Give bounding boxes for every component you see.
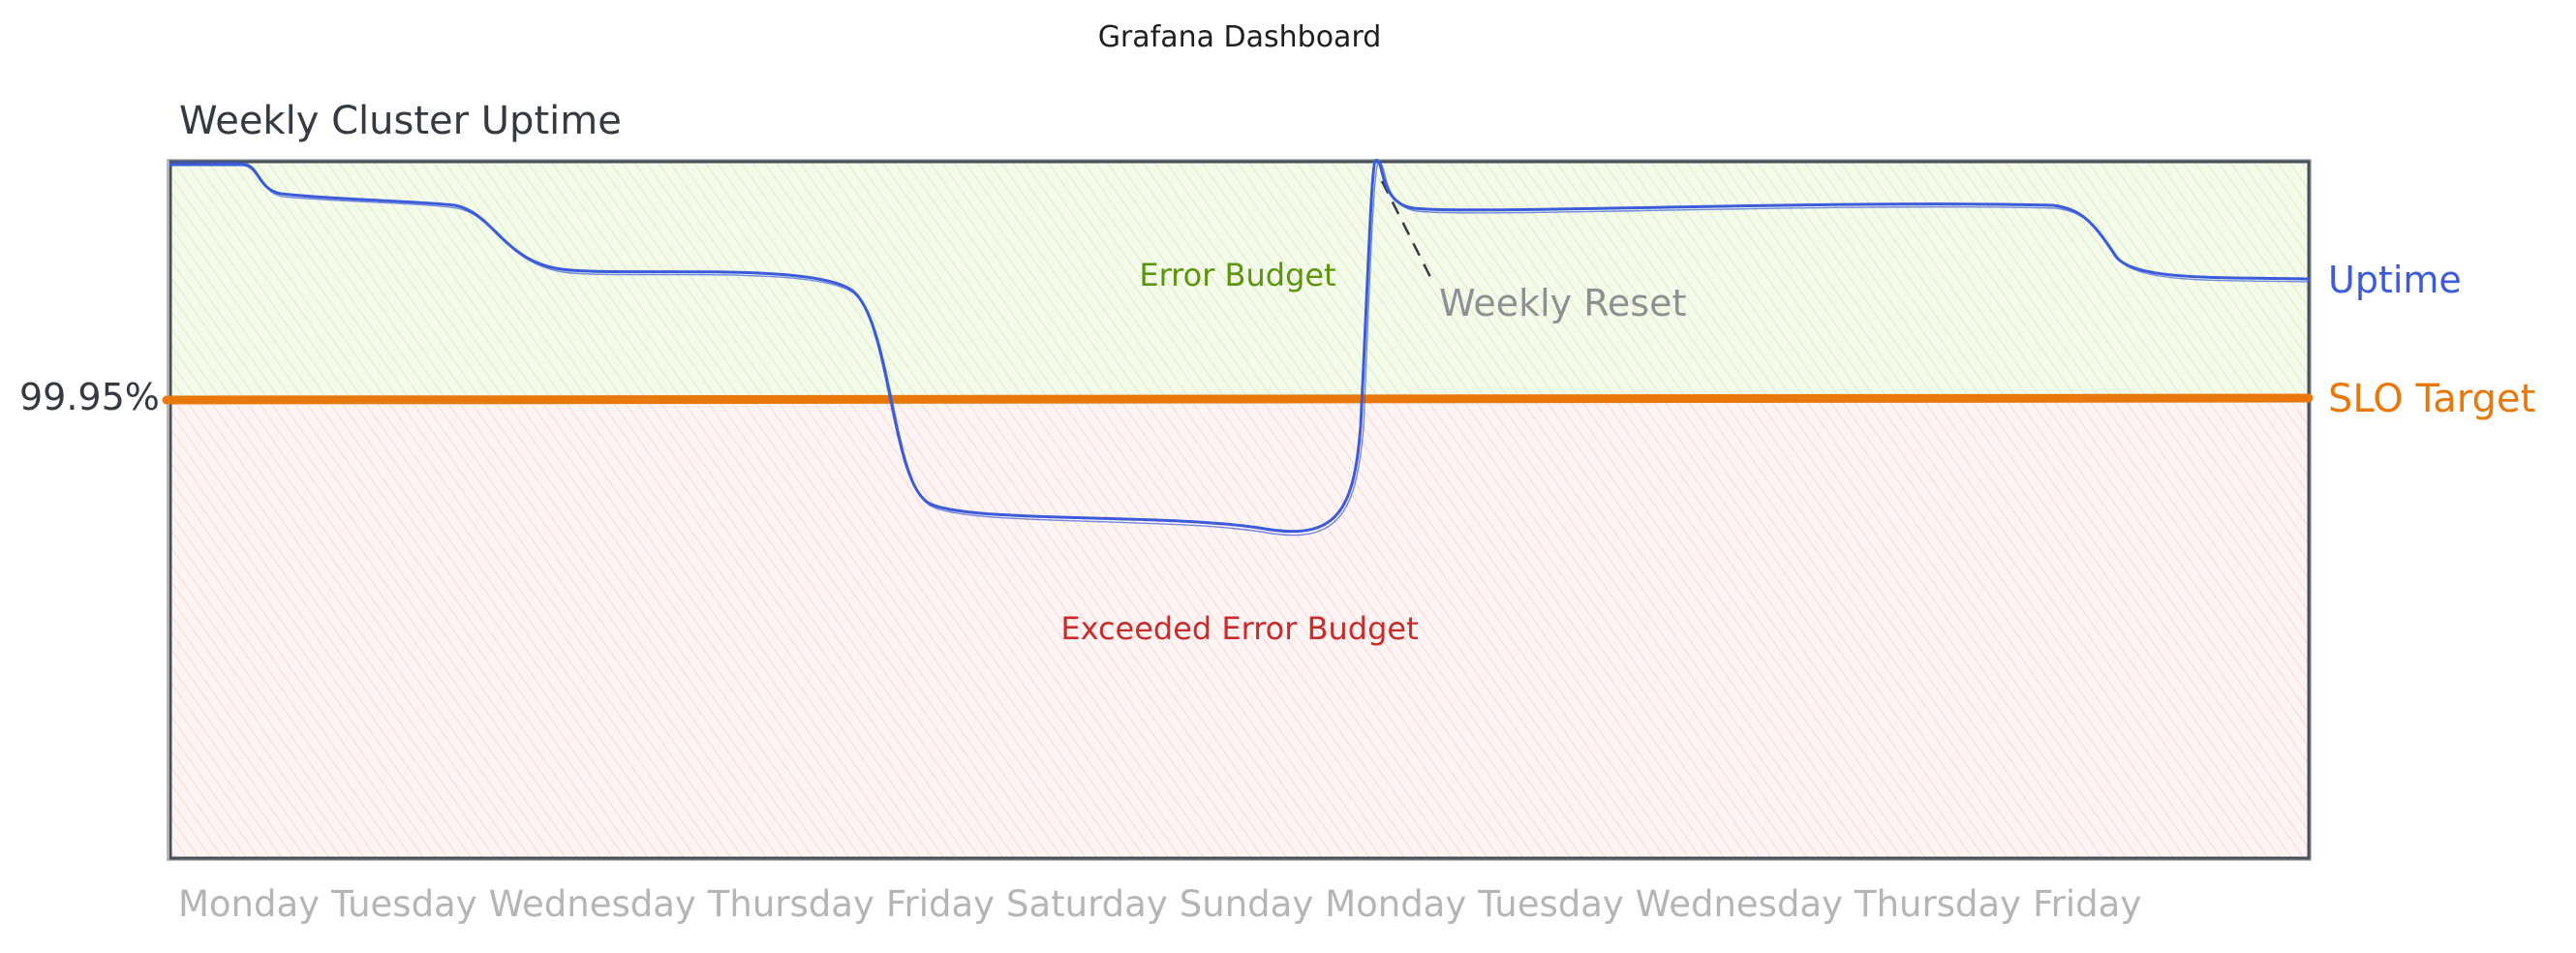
x-tick-label: Wednesday: [1636, 883, 1843, 925]
weekly-reset-annotation: Weekly Reset: [1439, 282, 1686, 324]
page-title: Grafana Dashboard: [1098, 20, 1382, 54]
plot-frame-sketch: [167, 159, 2312, 861]
plot-frame: [169, 160, 2311, 860]
x-tick-label: Thursday: [707, 883, 874, 925]
uptime-series-label: Uptime: [2328, 259, 2462, 301]
x-tick-label: Wednesday: [489, 883, 696, 925]
x-tick-label: Tuesday: [330, 883, 477, 925]
chart-title: Weekly Cluster Uptime: [179, 99, 622, 143]
x-tick-label: Friday: [2033, 883, 2141, 925]
error-budget-label: Error Budget: [1139, 257, 1335, 293]
slo-target-line: [162, 393, 2314, 405]
slo-target-series-label: SLO Target: [2328, 377, 2535, 421]
x-tick-label: Thursday: [1854, 883, 2021, 925]
uptime-series-line-sketch: [171, 161, 2310, 537]
x-axis-ticks: Monday Tuesday Wednesday Thursday Friday Satu…: [178, 883, 2141, 925]
weekly-reset-leader: [1380, 180, 1433, 280]
error-budget-region: [170, 162, 2309, 400]
x-tick-label: Sunday: [1180, 883, 1313, 925]
x-tick-label: Monday: [1325, 883, 1466, 925]
exceeded-error-budget-label: Exceeded Error Budget: [1060, 610, 1418, 647]
x-tick-label: Monday: [178, 883, 320, 925]
exceeded-error-budget-region: [170, 400, 2309, 858]
x-tick-label: Saturday: [1006, 883, 1168, 925]
x-tick-label: Friday: [886, 883, 995, 925]
y-tick-label: 99.95%: [19, 376, 160, 418]
x-tick-label: Tuesday: [1477, 883, 1624, 925]
